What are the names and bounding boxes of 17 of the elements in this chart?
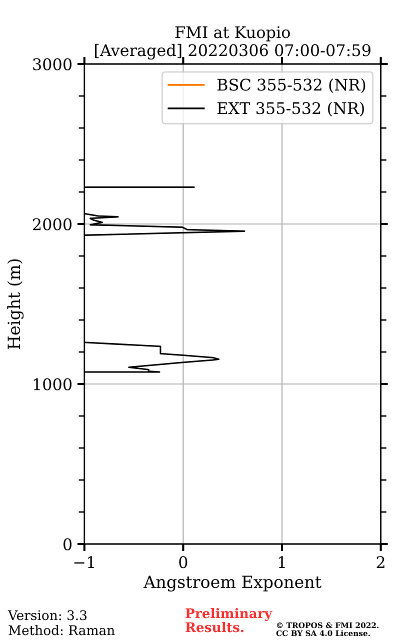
text: Method: Raman (8, 624, 115, 636)
y-tick-label: 2000 (33, 218, 72, 230)
text: Preliminary Results. (186, 608, 272, 632)
y-tick-label: 0 (63, 538, 72, 550)
x-tick-label: −1 (74, 556, 94, 568)
legend-label: EXT 355-532 (NR) (217, 102, 364, 116)
y-tick-label: 1000 (34, 378, 72, 390)
x-tick-label: 0 (179, 556, 188, 568)
legend-label: BSC 355-532 (NR) (217, 78, 366, 93)
y-tick-label: 3000 (33, 58, 72, 70)
y-axis-title: Height (m) (7, 259, 24, 350)
text: Version: 3.3 (8, 610, 87, 620)
x-axis-title: Angstroem Exponent (144, 576, 322, 592)
x-tick-label: 1 (278, 556, 285, 568)
x-tick-label: 2 (376, 556, 384, 568)
chart-subtitle: [Averaged] 20220306 07:00-07:59 (95, 44, 370, 60)
chart-title: FMI at Kuopio (175, 26, 290, 42)
